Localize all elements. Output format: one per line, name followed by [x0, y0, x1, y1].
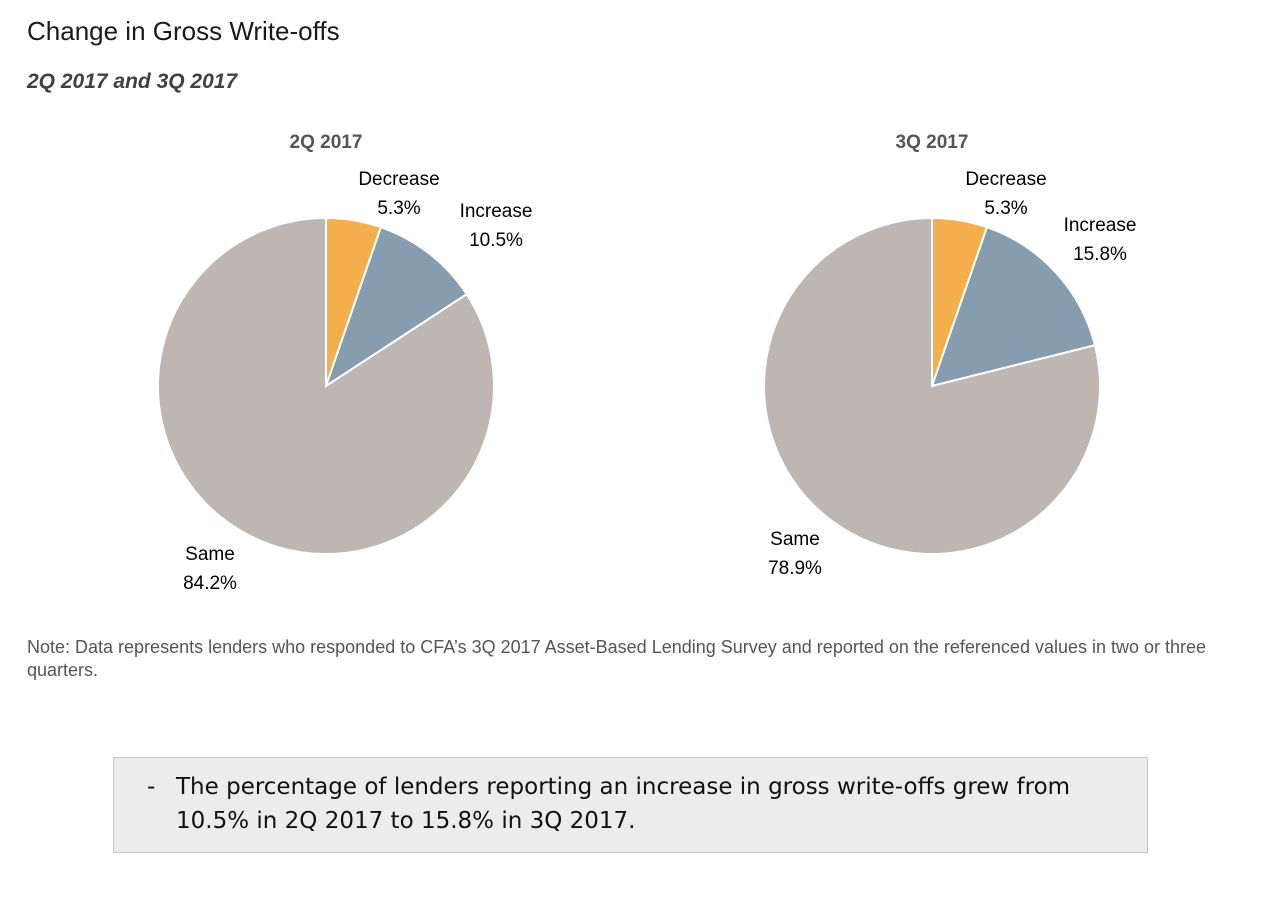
slice-label-value: 15.8% — [1073, 244, 1127, 265]
pie-charts-area: 2Q 2017 Decrease 5.3% Increase 10.5% Same 84.2… — [0, 120, 1272, 620]
pie-chart-title: 2Q 2017 — [290, 132, 363, 153]
pie-slice-increase — [324, 225, 469, 389]
callout-item: - The percentage of lenders reporting an… — [147, 770, 1107, 838]
pie-charts-svg: 2Q 2017 Decrease 5.3% Increase 10.5% Same 84.2… — [157, 132, 1137, 594]
pie-chart-3q-2017: 3Q 2017 Decrease 5.3% Increase 15.8% Same 78.9… — [763, 132, 1137, 579]
footnote: Note: Data represents lenders who respon… — [27, 637, 1207, 680]
slice-label-decrease: Decrease 5.3% — [965, 169, 1046, 219]
slice-label-name: Decrease — [358, 169, 439, 190]
slice-label-value: 84.2% — [183, 573, 237, 594]
slice-label-same: Same 84.2% — [183, 544, 237, 594]
pie-chart-2q-2017: 2Q 2017 Decrease 5.3% Increase 10.5% Same 84.2… — [157, 132, 533, 594]
slice-label-value: 78.9% — [768, 558, 822, 579]
slice-label-decrease: Decrease 5.3% — [358, 169, 439, 219]
slice-label-value: 5.3% — [984, 198, 1027, 219]
slice-label-same: Same 78.9% — [768, 529, 822, 579]
pie-chart-title: 3Q 2017 — [896, 132, 969, 153]
pie-slice-increase — [930, 225, 1097, 388]
slice-label-name: Decrease — [965, 169, 1046, 190]
slice-label-increase: Increase 10.5% — [460, 201, 533, 251]
callout-text: The percentage of lenders reporting an i… — [176, 774, 1071, 834]
slice-label-name: Same — [185, 544, 235, 565]
slice-label-name: Increase — [460, 201, 533, 222]
slice-label-value: 5.3% — [377, 198, 420, 219]
pie-slice-same — [157, 216, 495, 555]
chart-title: Change in Gross Write-offs — [27, 16, 340, 46]
callout-bullet: - — [147, 774, 156, 800]
slice-label-value: 10.5% — [469, 230, 523, 251]
callout-box: - The percentage of lenders reporting an… — [113, 757, 1148, 853]
slice-label-increase: Increase 15.8% — [1064, 215, 1137, 265]
pie-slice-same — [763, 216, 1101, 555]
chart-subtitle: 2Q 2017 and 3Q 2017 — [27, 70, 238, 93]
slice-label-name: Same — [770, 529, 820, 550]
slice-label-name: Increase — [1064, 215, 1137, 236]
